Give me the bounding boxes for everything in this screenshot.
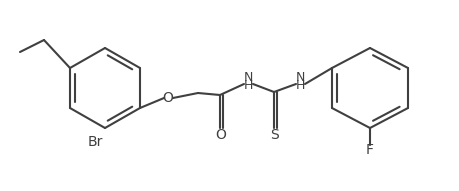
Text: O: O — [162, 91, 173, 105]
Text: N: N — [243, 70, 252, 83]
Text: O: O — [215, 128, 226, 142]
Text: H: H — [295, 79, 304, 91]
Text: Br: Br — [87, 135, 102, 149]
Text: N: N — [295, 70, 304, 83]
Text: S: S — [270, 128, 279, 142]
Text: F: F — [365, 143, 373, 157]
Text: H: H — [243, 79, 252, 91]
